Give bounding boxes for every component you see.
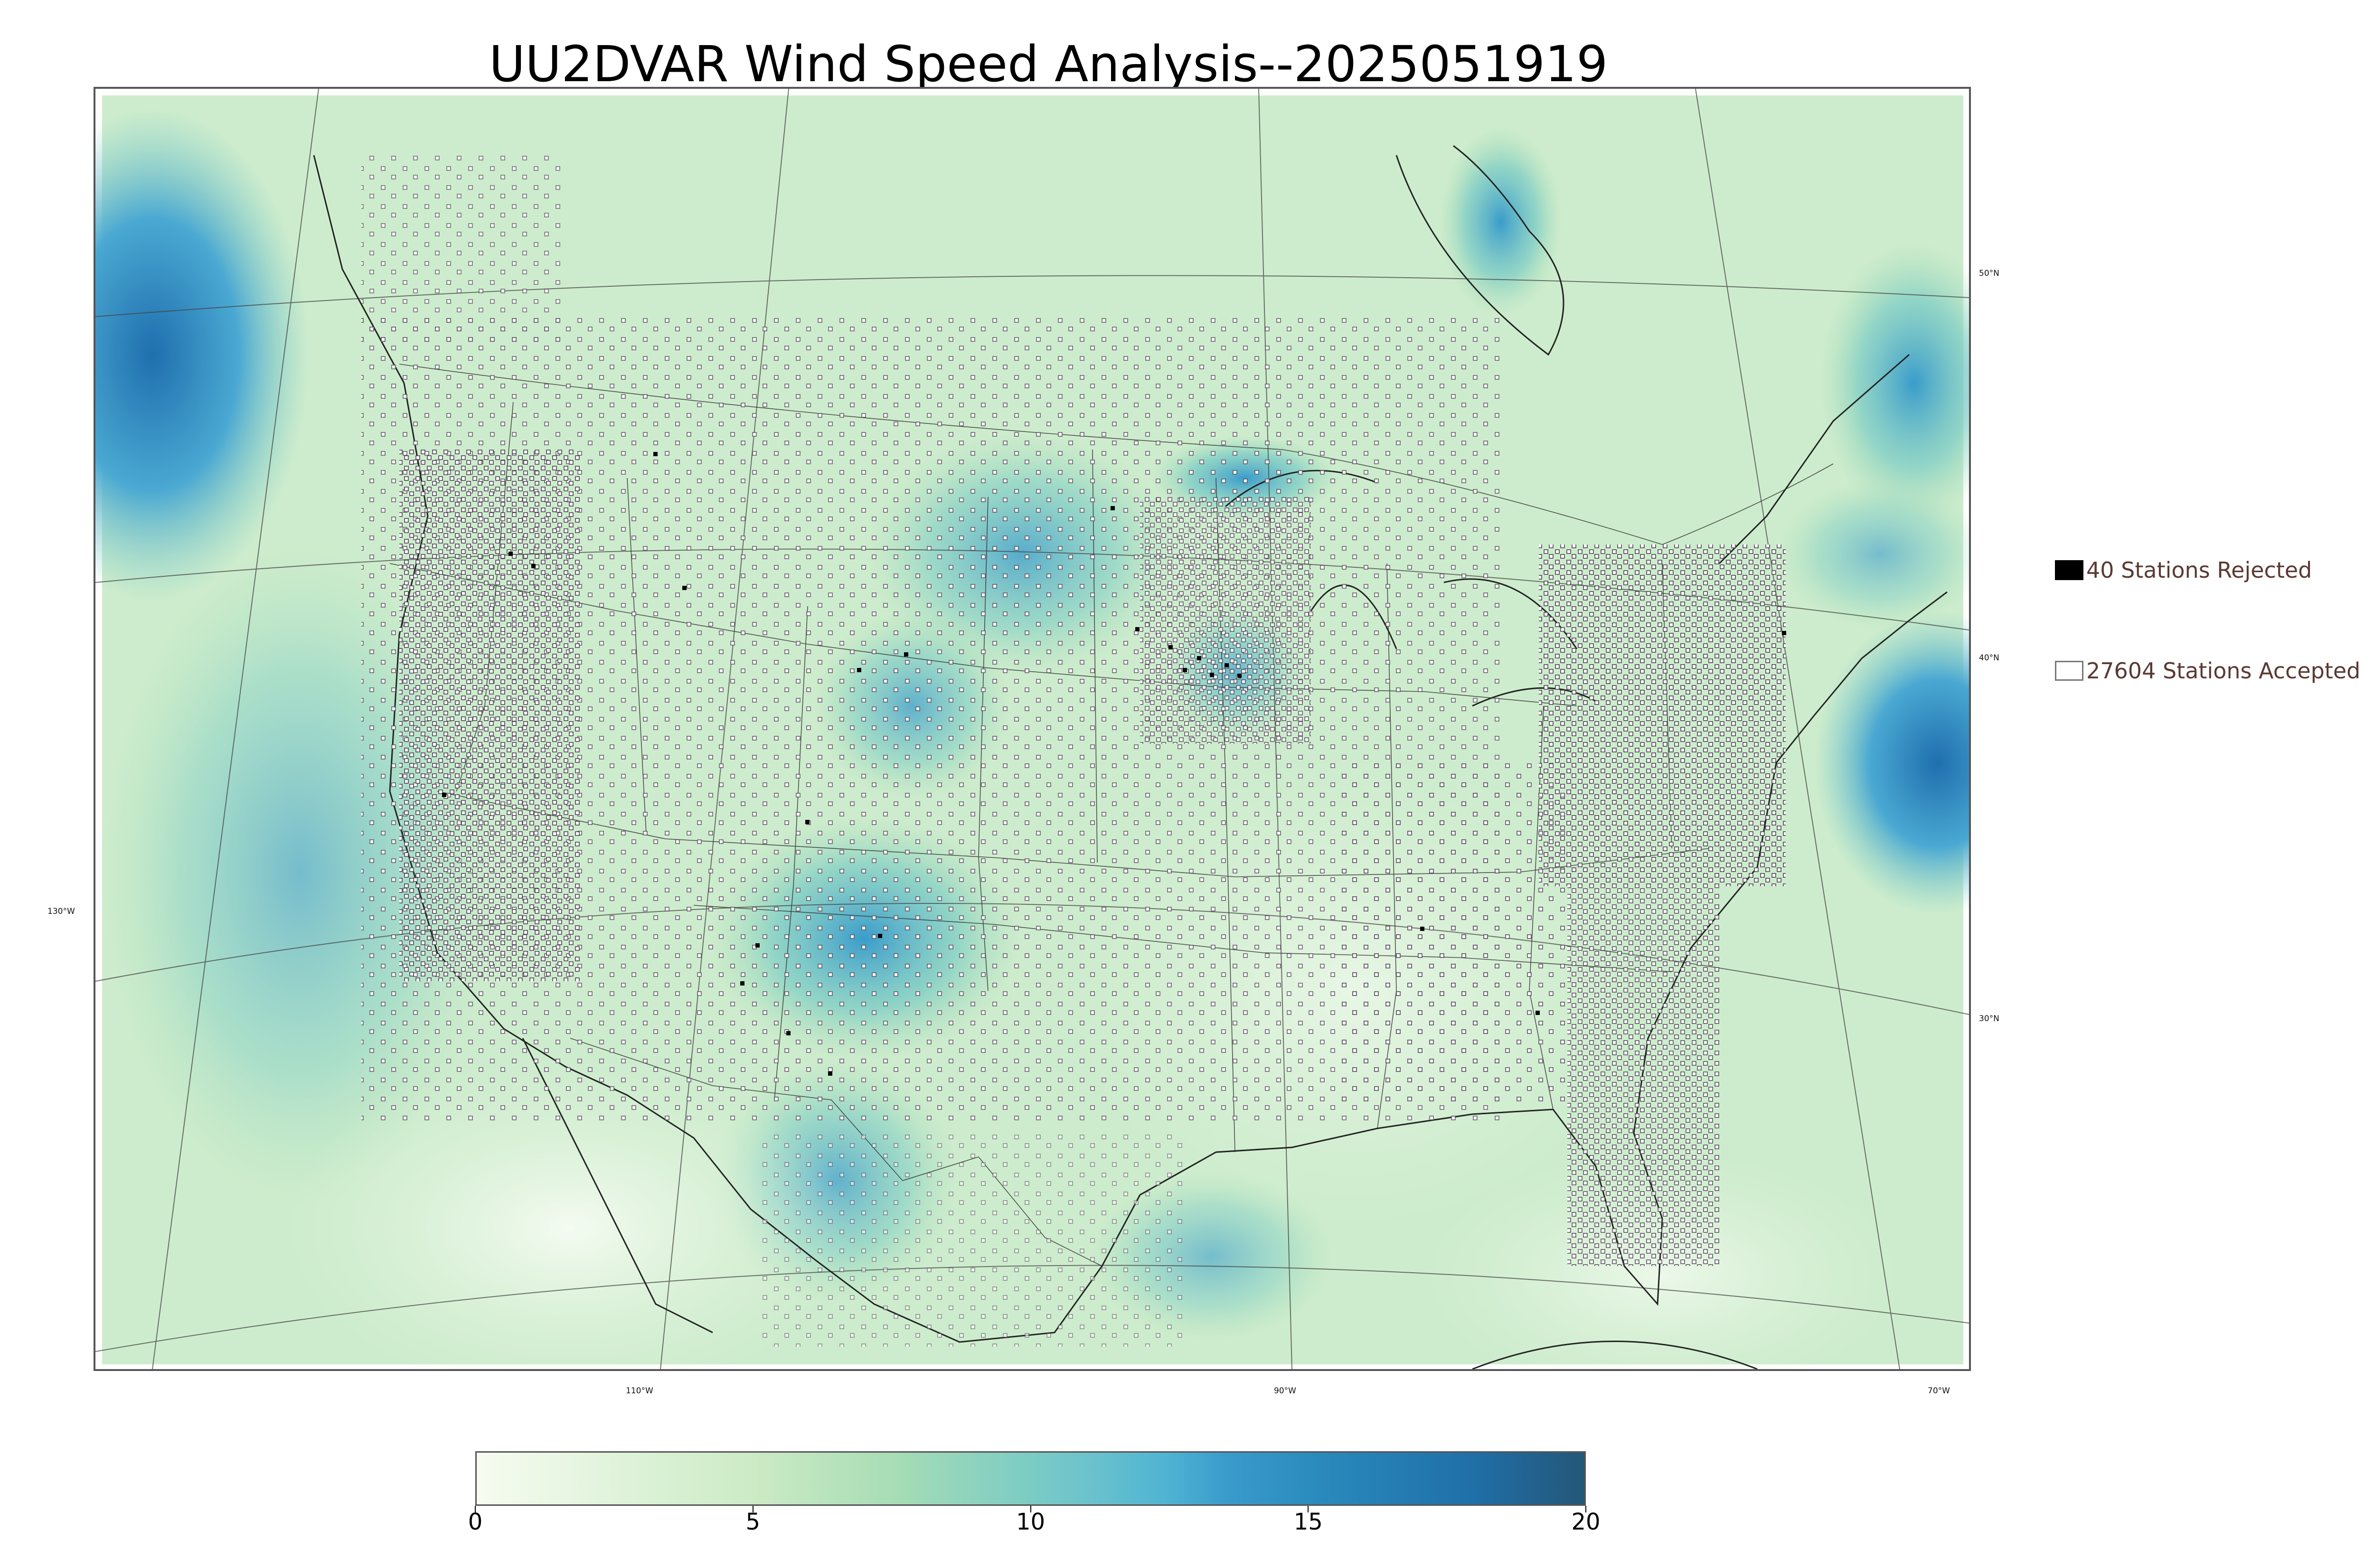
colorbar-gradient: [477, 1453, 1584, 1504]
lat-label-50n: 50°N: [1979, 269, 1999, 278]
colorbar-tick-label: 20: [1571, 1509, 1601, 1535]
map-title: UU2DVAR Wind Speed Analysis--2025051919: [489, 35, 1608, 93]
colorbar-tick-label: 10: [1016, 1509, 1046, 1535]
legend-rejected: 40 Stations Rejected: [2055, 557, 2312, 583]
colorbar-tick: [1585, 1506, 1586, 1512]
lon-label-70w: 70°W: [1928, 1386, 1950, 1396]
map-canvas: [95, 89, 1969, 1369]
lon-label-130w: 130°W: [47, 907, 75, 916]
rejected-label: 40 Stations Rejected: [2086, 557, 2312, 583]
lat-label-30n: 30°N: [1979, 1014, 1999, 1023]
accepted-swatch: [2055, 661, 2083, 681]
colorbar: [475, 1451, 1586, 1506]
lat-label-40n: 40°N: [1979, 653, 1999, 663]
pacific-high-wind: [95, 108, 309, 601]
rejected-stations: [442, 452, 1786, 1076]
colorbar-tick: [475, 1506, 476, 1512]
rejected-swatch: [2055, 560, 2083, 580]
colorbar-tick-label: 0: [468, 1509, 483, 1535]
wind-speed-map[interactable]: [94, 87, 1971, 1371]
colorbar-tick: [752, 1506, 754, 1512]
legend-accepted: 27604 Stations Accepted: [2055, 658, 2360, 684]
lon-label-110w: 110°W: [626, 1386, 653, 1396]
colorbar-tick: [1308, 1506, 1309, 1512]
atlantic-high-wind: [1814, 611, 1969, 915]
colorbar-tick: [1030, 1506, 1031, 1512]
colorbar-tick-label: 5: [745, 1509, 761, 1535]
station-markers: [361, 155, 1786, 1347]
accepted-label: 27604 Stations Accepted: [2086, 658, 2361, 684]
lon-label-90w: 90°W: [1274, 1386, 1296, 1396]
colorbar-tick-label: 15: [1293, 1509, 1323, 1535]
